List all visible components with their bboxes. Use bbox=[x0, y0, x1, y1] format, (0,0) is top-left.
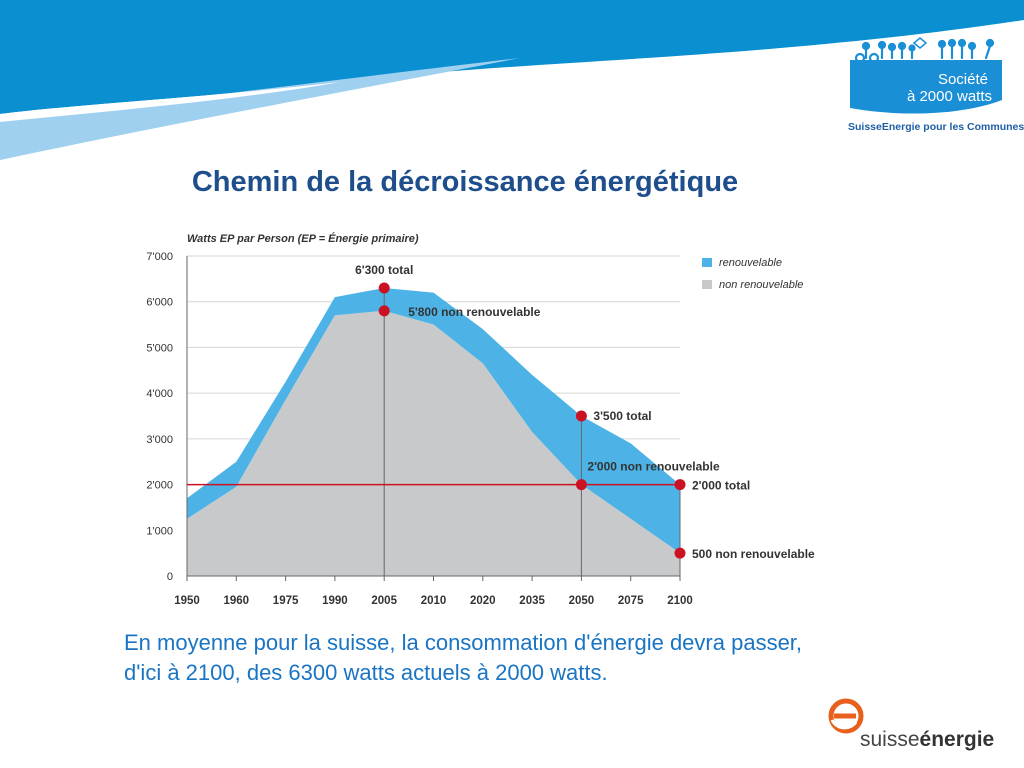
logo-part-1: suisse bbox=[860, 728, 920, 751]
y-tick-label: 3'000 bbox=[146, 434, 173, 446]
x-tick-label: 1950 bbox=[174, 595, 200, 607]
x-tick-label: 1990 bbox=[322, 595, 348, 607]
annotation-label: 2'000 total bbox=[692, 479, 750, 493]
data-marker bbox=[575, 479, 587, 491]
x-tick-label: 1960 bbox=[224, 595, 250, 607]
legend-label: non renouvelable bbox=[719, 279, 803, 291]
logo-part-2: énergie bbox=[919, 728, 995, 751]
area-renouvelable bbox=[187, 288, 680, 554]
slide-caption: En moyenne pour la suisse, la consommati… bbox=[124, 630, 803, 685]
logo-line-2: à 2000 watts bbox=[907, 88, 992, 105]
y-tick-label: 2'000 bbox=[146, 480, 173, 492]
e-logo-icon bbox=[828, 698, 864, 734]
y-tick-label: 4'000 bbox=[146, 388, 173, 400]
x-tick-label: 2005 bbox=[371, 595, 397, 607]
data-marker bbox=[674, 547, 686, 559]
annotation-label: 3'500 total bbox=[593, 409, 651, 423]
x-tick-label: 2075 bbox=[618, 595, 644, 607]
legend-label: renouvelable bbox=[719, 257, 782, 269]
data-marker bbox=[378, 282, 390, 294]
x-tick-label: 2010 bbox=[421, 595, 447, 607]
annotation-label: 500 non renouvelable bbox=[692, 547, 815, 561]
x-tick-label: 2100 bbox=[667, 595, 693, 607]
suisseenergie-logo: suisseénergie bbox=[826, 696, 996, 756]
y-tick-label: 5'000 bbox=[146, 342, 173, 354]
x-tick-label: 2035 bbox=[519, 595, 545, 607]
y-tick-label: 7'000 bbox=[146, 251, 173, 263]
data-marker bbox=[575, 410, 587, 422]
x-tick-label: 1975 bbox=[273, 595, 299, 607]
data-marker bbox=[674, 479, 686, 491]
chart-title: Watts EP par Person (EP = Énergie primai… bbox=[187, 232, 419, 245]
legend-swatch bbox=[702, 258, 712, 267]
legend-swatch bbox=[702, 280, 712, 289]
y-tick-label: 0 bbox=[167, 571, 173, 583]
area-non-renouvelable bbox=[187, 310, 680, 576]
logo-people-icon: Société à 2000 watts bbox=[850, 37, 1002, 114]
annotation-label: 6'300 total bbox=[355, 263, 413, 277]
annotation-label: 5'800 non renouvelable bbox=[408, 305, 541, 319]
x-tick-label: 2020 bbox=[470, 595, 496, 607]
y-tick-label: 6'000 bbox=[146, 297, 173, 309]
x-tick-label: 2050 bbox=[569, 595, 595, 607]
slide-title: Chemin de la décroissance énergétique bbox=[191, 166, 739, 198]
societe-2000-watts-logo: Société à 2000 watts SuisseEnergie pour … bbox=[846, 34, 1024, 136]
header-banner bbox=[0, 0, 1024, 160]
annotation-label: 2'000 non renouvelable bbox=[587, 460, 720, 474]
data-marker bbox=[378, 305, 390, 317]
energy-chart: 0 1'000 2'000 3'000 4'000 5'000 6'000 7'000 1950… bbox=[146, 232, 815, 607]
y-tick-label: 1'000 bbox=[146, 525, 173, 537]
logo-line-1: Société bbox=[938, 71, 988, 88]
logo-subtitle: SuisseEnergie pour les Communes bbox=[848, 121, 1024, 133]
